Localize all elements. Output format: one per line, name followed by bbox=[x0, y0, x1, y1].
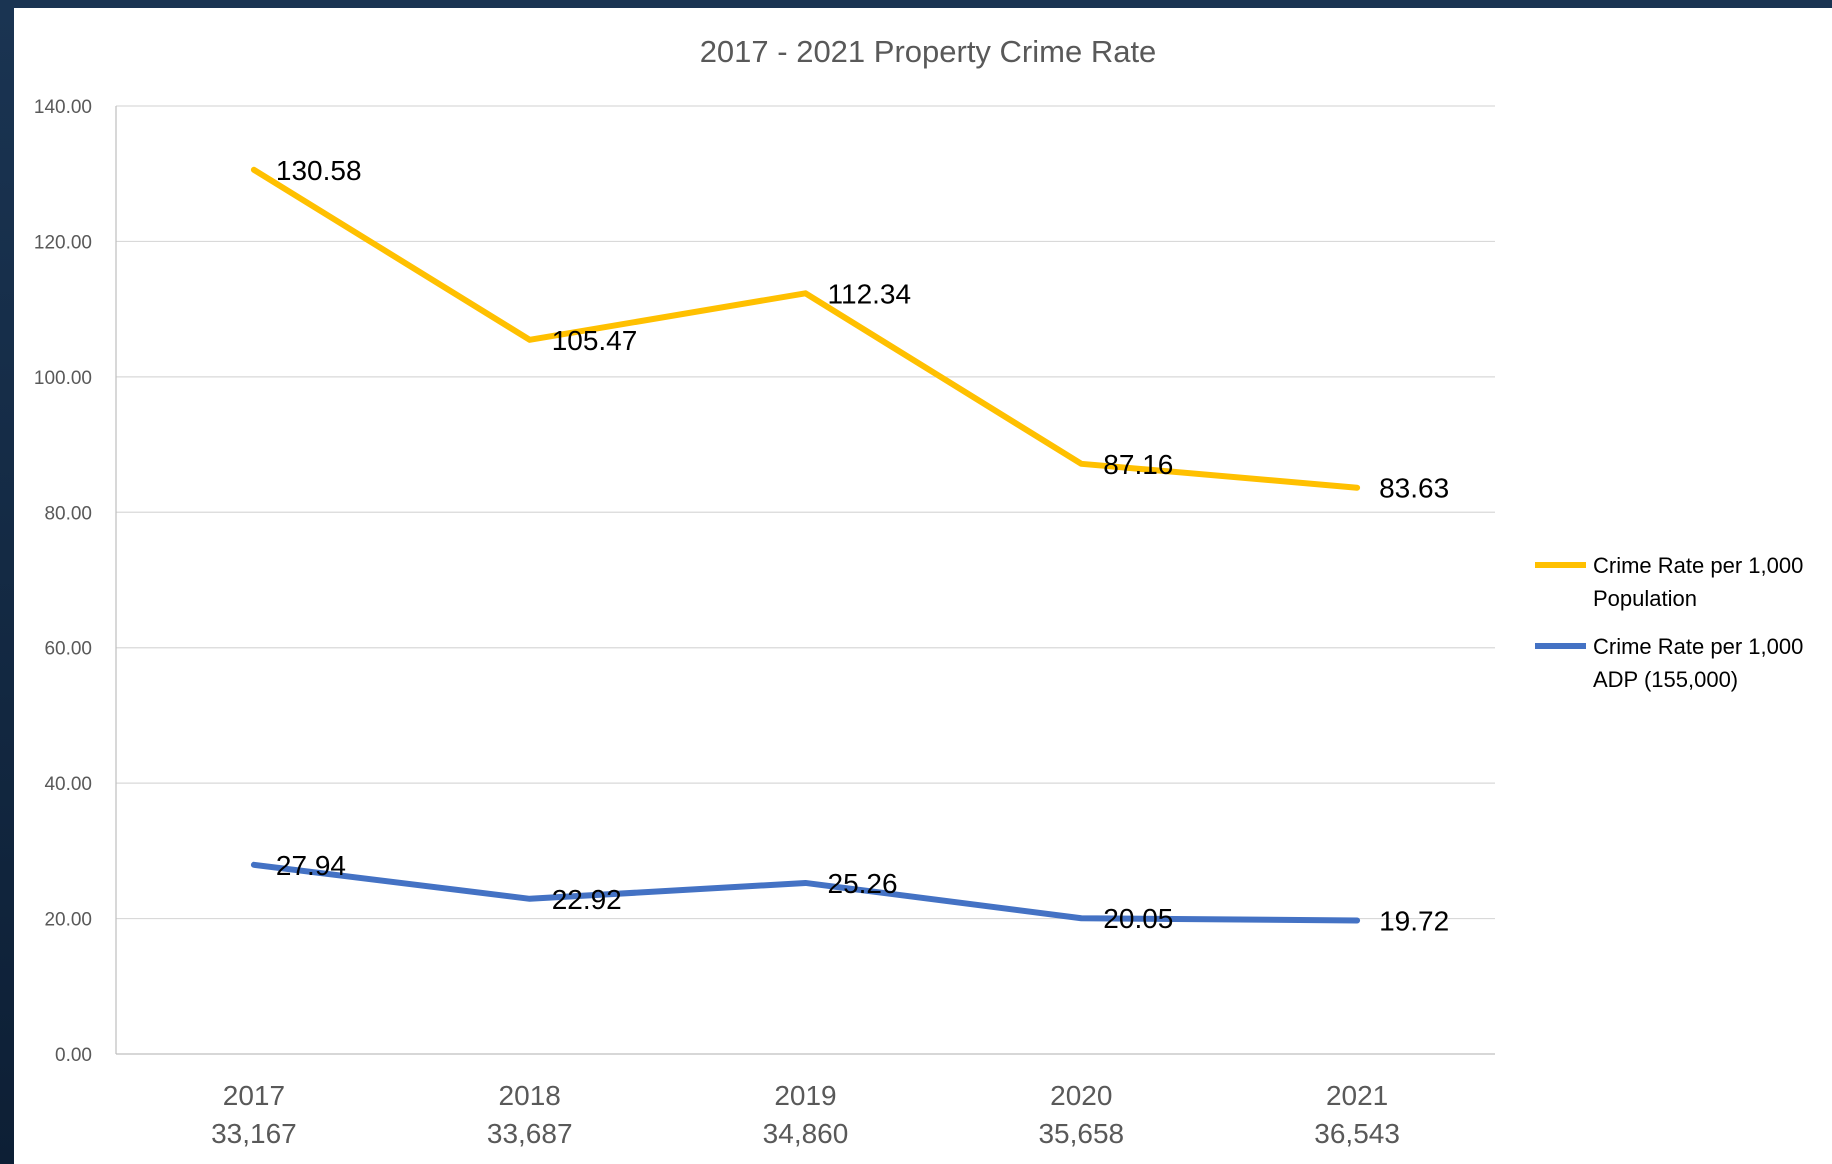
data-label: 87.16 bbox=[1103, 449, 1173, 480]
chart-title: 2017 - 2021 Property Crime Rate bbox=[700, 34, 1157, 69]
x-tick-label: 2017 bbox=[223, 1080, 285, 1111]
series-lines bbox=[250, 166, 1361, 924]
legend-item-1: Crime Rate per 1,000 Population bbox=[1535, 553, 1803, 611]
x-tick-sublabel: 33,167 bbox=[211, 1118, 297, 1149]
y-tick-label: 0.00 bbox=[55, 1045, 92, 1066]
y-tick-label: 60.00 bbox=[44, 639, 92, 660]
chart-panel bbox=[14, 8, 1832, 1164]
legend-item-2: Crime Rate per 1,000 ADP (155,000) bbox=[1535, 634, 1803, 692]
x-tick-label: 2018 bbox=[499, 1080, 561, 1111]
data-label: 112.34 bbox=[828, 278, 912, 309]
data-labels: 130.58 105.47 112.34 87.16 83.63 27.94 22.92 25… bbox=[276, 155, 1449, 937]
y-tick-label: 40.00 bbox=[44, 774, 92, 795]
legend-label: Population bbox=[1593, 586, 1697, 611]
data-label: 105.47 bbox=[552, 325, 638, 356]
legend-label: Crime Rate per 1,000 bbox=[1593, 553, 1803, 578]
y-tick-label: 140.00 bbox=[34, 97, 92, 118]
x-tick-label: 2020 bbox=[1050, 1080, 1112, 1111]
legend-label: Crime Rate per 1,000 bbox=[1593, 634, 1803, 659]
y-tick-label: 20.00 bbox=[44, 910, 92, 931]
x-tick-label: 2019 bbox=[774, 1080, 836, 1111]
y-tick-label: 100.00 bbox=[34, 368, 92, 389]
x-tick-sublabel: 35,658 bbox=[1038, 1118, 1124, 1149]
data-label: 25.26 bbox=[828, 868, 898, 899]
series-line-2 bbox=[250, 861, 1361, 924]
gridlines bbox=[115, 105, 1495, 1055]
y-axis-ticks: 0.00 20.00 40.00 60.00 80.00 100.00 120.00 140.… bbox=[34, 97, 92, 1066]
y-tick-label: 80.00 bbox=[44, 503, 92, 524]
x-axis-ticks: 2017 33,167 2018 33,687 2019 34,860 2020 35,658… bbox=[211, 1080, 1400, 1149]
x-tick-label: 2021 bbox=[1326, 1080, 1388, 1111]
legend-label: ADP (155,000) bbox=[1593, 667, 1738, 692]
x-tick-sublabel: 36,543 bbox=[1314, 1118, 1400, 1149]
y-tick-label: 120.00 bbox=[34, 232, 92, 253]
data-label: 27.94 bbox=[276, 850, 346, 881]
x-tick-sublabel: 33,687 bbox=[487, 1118, 573, 1149]
data-label: 22.92 bbox=[552, 884, 622, 915]
series-line-1 bbox=[250, 166, 1361, 491]
data-label: 20.05 bbox=[1103, 903, 1173, 934]
data-label: 83.63 bbox=[1379, 473, 1449, 504]
x-tick-sublabel: 34,860 bbox=[763, 1118, 849, 1149]
data-label: 130.58 bbox=[276, 155, 362, 186]
data-label: 19.72 bbox=[1379, 905, 1449, 936]
